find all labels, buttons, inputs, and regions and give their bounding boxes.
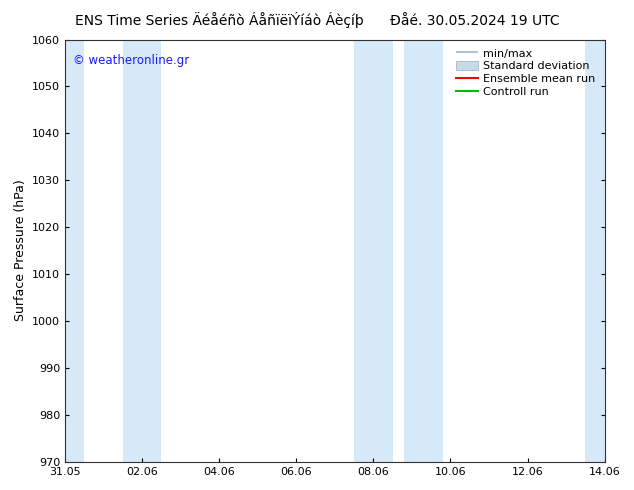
Text: ENS Time Series Äéåéñò ÁåñïëïÝíáò Áèçíþ      Đåé. 30.05.2024 19 UTC: ENS Time Series Äéåéñò ÁåñïëïÝíáò Áèçíþ … — [75, 12, 559, 28]
Bar — [123, 40, 162, 462]
Bar — [65, 40, 84, 462]
Bar — [585, 40, 605, 462]
Text: © weatheronline.gr: © weatheronline.gr — [73, 54, 190, 67]
Bar — [354, 40, 392, 462]
Bar — [404, 40, 443, 462]
Y-axis label: Surface Pressure (hPa): Surface Pressure (hPa) — [13, 180, 27, 321]
Legend: min/max, Standard deviation, Ensemble mean run, Controll run: min/max, Standard deviation, Ensemble me… — [453, 45, 599, 100]
